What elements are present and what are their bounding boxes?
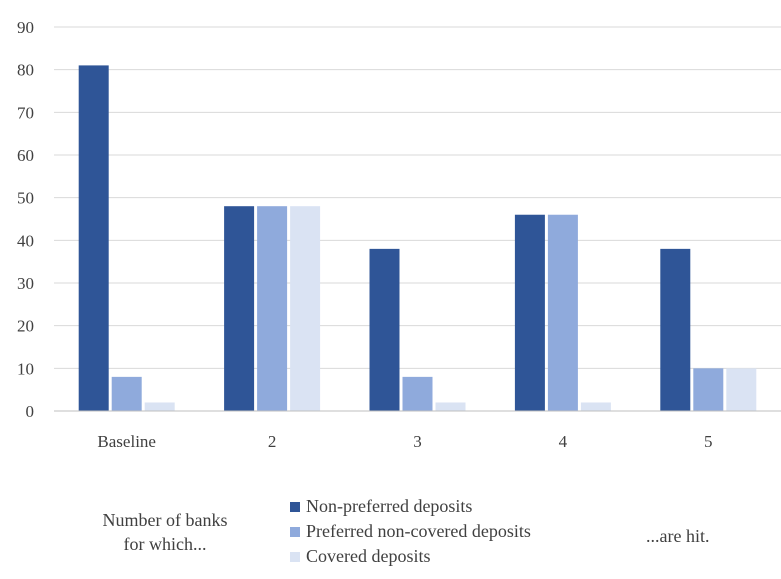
legend-swatch-preferred-non-covered [290, 526, 300, 537]
bar-non-preferred-deposits-4 [514, 214, 545, 411]
bar-covered-deposits-5 [726, 368, 757, 411]
bar-non-preferred-deposits-baseline [78, 65, 109, 412]
x-axis-ticks: Baseline 2 3 4 5 [97, 432, 712, 451]
y-tick-label: 90 [17, 18, 34, 37]
y-tick-label: 40 [17, 231, 34, 250]
y-tick-label: 80 [17, 61, 34, 80]
bar-preferred-non-covered-deposits-2 [257, 206, 288, 411]
y-tick-label: 60 [17, 146, 34, 165]
bar-covered-deposits-2 [290, 206, 321, 411]
legend-item-covered: Covered deposits [290, 544, 531, 569]
legend-swatch-covered [290, 551, 300, 562]
bar-covered-deposits-3 [435, 402, 466, 411]
legend-item-non-preferred: Non-preferred deposits [290, 494, 531, 519]
bar-preferred-non-covered-deposits-5 [693, 368, 724, 411]
bar-preferred-non-covered-deposits-4 [547, 214, 578, 411]
x-tick-label: 3 [413, 432, 422, 451]
y-tick-label: 0 [26, 402, 35, 421]
x-axis-caption-line1: Number of banks [102, 510, 228, 530]
x-tick-label: 4 [559, 432, 568, 451]
legend-label-preferred-non-covered: Preferred non-covered deposits [306, 521, 531, 541]
y-axis-ticks: 0 10 20 30 40 50 60 70 80 90 [17, 18, 34, 421]
bars [78, 65, 757, 412]
y-tick-label: 30 [17, 274, 34, 293]
x-tick-label: Baseline [97, 432, 156, 451]
bar-preferred-non-covered-deposits-3 [402, 376, 433, 411]
bar-preferred-non-covered-deposits-baseline [111, 376, 142, 411]
x-tick-label: 5 [704, 432, 713, 451]
gridlines [54, 26, 781, 369]
bar-chart: 0 10 20 30 40 50 60 70 80 90 Baseline 2 3 4 5 [17, 18, 781, 451]
bar-non-preferred-deposits-5 [660, 248, 691, 411]
y-tick-label: 70 [17, 103, 34, 122]
x-tick-label: 2 [268, 432, 277, 451]
bar-non-preferred-deposits-2 [224, 206, 255, 411]
legend-label-covered: Covered deposits [306, 546, 431, 566]
bar-covered-deposits-baseline [144, 402, 175, 411]
y-tick-label: 50 [17, 189, 34, 208]
y-tick-label: 20 [17, 317, 34, 336]
x-axis-caption: Number of banks for which... [70, 508, 260, 556]
y-tick-label: 10 [17, 359, 34, 378]
caption-suffix: ...are hit. [646, 526, 710, 546]
legend: Non-preferred deposits Preferred non-cov… [290, 494, 531, 569]
legend-item-preferred-non-covered: Preferred non-covered deposits [290, 519, 531, 544]
x-axis-caption-line2: for which... [123, 534, 207, 554]
legend-swatch-non-preferred [290, 501, 300, 512]
bar-non-preferred-deposits-3 [369, 248, 400, 411]
legend-label-non-preferred: Non-preferred deposits [306, 496, 473, 516]
bar-covered-deposits-4 [580, 402, 611, 411]
